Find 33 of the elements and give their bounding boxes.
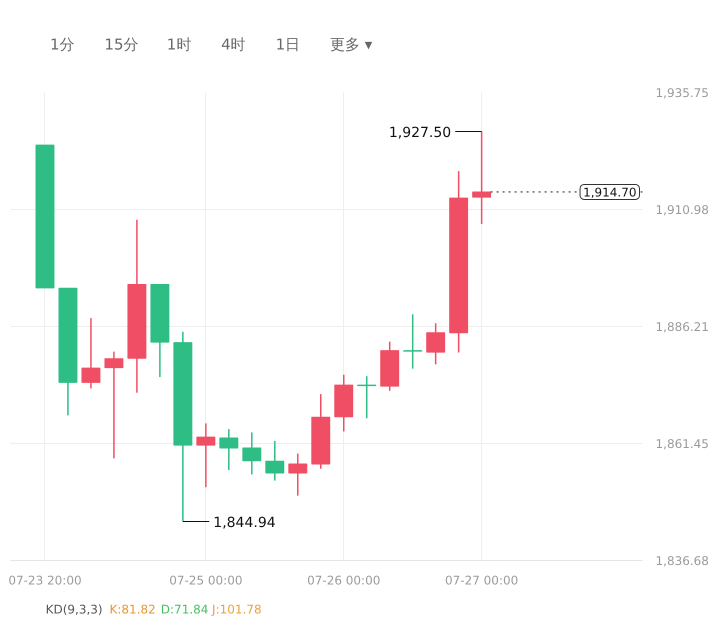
text: 1时 (166, 36, 192, 54)
x-tick-label: 07-23 20:00 (8, 574, 82, 588)
candlestick (426, 322, 446, 366)
annotation: 1,927.50 (388, 124, 452, 141)
annotation: 1,844.94 (213, 514, 276, 531)
x-tick-label: 07-27 00:00 (444, 574, 518, 588)
candlestick (219, 428, 238, 471)
candlestick (196, 422, 216, 488)
candlestick (472, 130, 492, 225)
text: 更多 ▾ (330, 36, 373, 54)
y-tick-label: 1,861.45 (656, 436, 709, 451)
text: D:71.84 (160, 602, 208, 616)
y-tick-label: 1,910.98 (656, 203, 709, 218)
candlestick (288, 452, 308, 496)
candlestick (81, 317, 100, 390)
candlestick (265, 440, 284, 482)
text: KD(9,3,3) (46, 602, 103, 616)
candlestick (403, 314, 422, 370)
text: 15分 (104, 36, 139, 54)
candlestick (357, 375, 376, 419)
y-tick-label: 1,836.68 (656, 554, 709, 568)
x-tick-label: 07-26 00:00 (307, 574, 380, 588)
text: 1日 (276, 36, 300, 54)
x-tick-label: 07-25 00:00 (169, 574, 242, 588)
text: J:101.78 (211, 602, 262, 616)
y-tick-label: 1,886.21 (656, 320, 709, 334)
candlestick (242, 432, 262, 476)
text: 1分 (50, 36, 75, 54)
text: 4时 (221, 36, 246, 54)
y-tick-label: 1,935.75 (656, 86, 709, 100)
ref-line-label: 1,914.70 (583, 185, 636, 200)
text: K:81.82 (110, 602, 156, 616)
candlestick (104, 350, 124, 460)
